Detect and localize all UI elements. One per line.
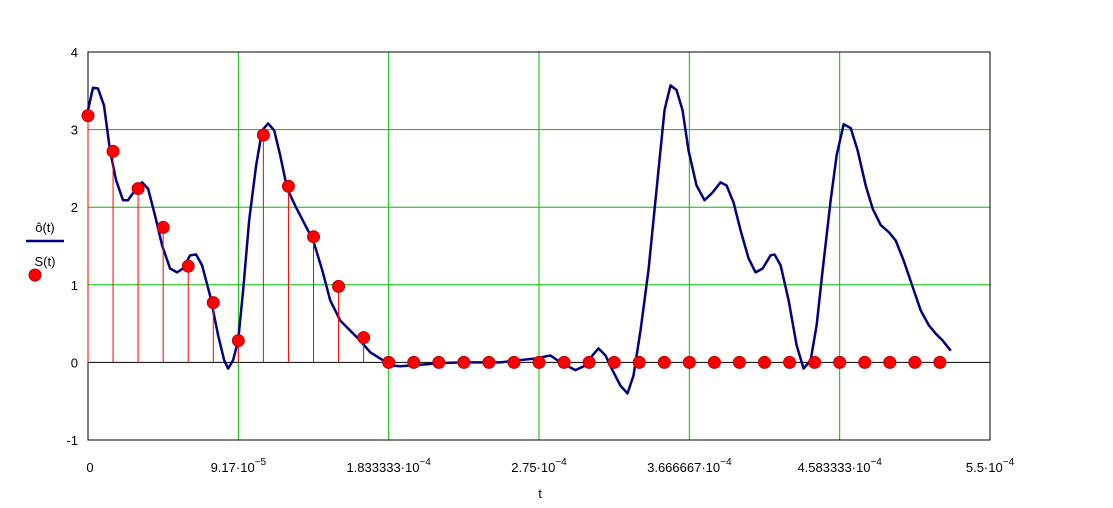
- dot: [457, 355, 471, 369]
- x-tick-label: 5.5·10−4: [966, 457, 1015, 475]
- dot: [557, 355, 571, 369]
- dot: [808, 355, 822, 369]
- dot: [908, 355, 922, 369]
- dot: [382, 355, 396, 369]
- x-axis-label: t: [538, 486, 542, 501]
- dot: [81, 109, 95, 123]
- legend-label: ô(t): [35, 220, 55, 235]
- dot: [858, 355, 872, 369]
- dot: [407, 355, 421, 369]
- x-tick-label: 4.583333·10−4: [797, 457, 882, 475]
- dot: [532, 355, 546, 369]
- y-tick-label: 2: [71, 200, 78, 215]
- dot: [231, 334, 245, 348]
- x-tick-exponent: −4: [1003, 457, 1015, 468]
- x-tick-exponent: −4: [870, 457, 882, 468]
- dot: [332, 279, 346, 293]
- dot: [206, 296, 220, 310]
- dot: [307, 230, 320, 244]
- x-tick-mantissa: 5.5·10: [966, 460, 1003, 475]
- dot: [607, 355, 621, 369]
- x-tick-label: 3.666667·10−4: [647, 457, 732, 475]
- dot: [357, 331, 371, 345]
- x-tick-mantissa: 9.17·10: [211, 460, 255, 475]
- dot: [657, 355, 671, 369]
- dot: [432, 355, 446, 369]
- dot: [106, 144, 120, 158]
- y-tick-label: 3: [71, 123, 78, 138]
- x-tick-mantissa: 3.666667·10: [647, 460, 720, 475]
- dot: [632, 355, 646, 369]
- dot: [682, 355, 696, 369]
- x-tick-exponent: −4: [555, 457, 567, 468]
- legend-swatch: [28, 268, 42, 282]
- dot: [783, 355, 797, 369]
- dot: [507, 355, 521, 369]
- dot: [482, 355, 496, 369]
- x-tick-exponent: −5: [255, 457, 267, 468]
- y-tick-label: -1: [66, 433, 78, 448]
- legend-label: S(t): [35, 254, 56, 269]
- x-tick-mantissa: 1.833333·10: [346, 460, 419, 475]
- x-tick-exponent: −4: [419, 457, 431, 468]
- x-tick-label: 2.75·10−4: [511, 457, 567, 475]
- dot: [758, 355, 771, 369]
- dot: [933, 355, 947, 369]
- dot: [582, 355, 596, 369]
- y-tick-label: 1: [71, 278, 78, 293]
- dot: [281, 179, 295, 193]
- x-tick-mantissa: 4.583333·10: [797, 460, 870, 475]
- dot: [732, 355, 746, 369]
- dot: [256, 128, 270, 142]
- dot: [833, 355, 847, 369]
- dot: [156, 220, 170, 234]
- dot: [181, 259, 195, 273]
- x-tick-label: 1.833333·10−4: [346, 457, 431, 475]
- x-tick-label: 0: [86, 460, 93, 475]
- y-tick-label: 4: [71, 45, 78, 60]
- x-tick-mantissa: 2.75·10: [511, 460, 555, 475]
- dot: [131, 182, 145, 196]
- dot: [883, 355, 897, 369]
- y-tick-label: 0: [71, 355, 78, 370]
- x-tick-label: 9.17·10−5: [211, 457, 267, 475]
- dot: [707, 355, 721, 369]
- x-tick-exponent: −4: [720, 457, 732, 468]
